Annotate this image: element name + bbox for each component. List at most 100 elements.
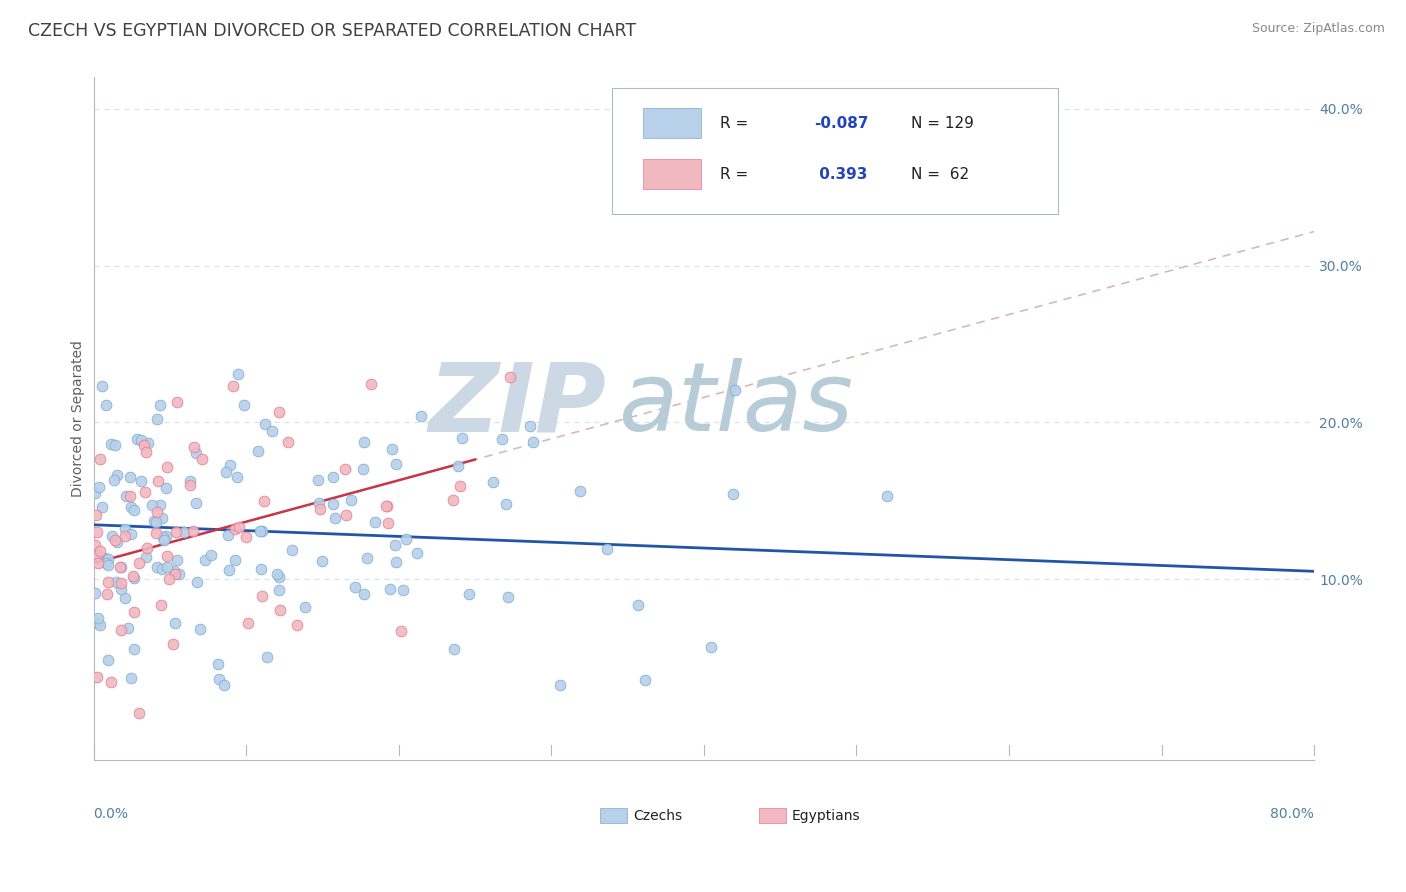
Point: [269, 570, 291, 584]
Point: [135, 445, 157, 459]
Point: [482, 475, 505, 489]
Point: [495, 497, 517, 511]
Point: [352, 462, 374, 476]
Point: [253, 494, 276, 508]
Point: [498, 370, 520, 384]
Point: [117, 621, 139, 635]
Point: [163, 564, 186, 578]
Text: Source: ZipAtlas.com: Source: ZipAtlas.com: [1251, 22, 1385, 36]
Point: [135, 550, 157, 565]
Point: [252, 589, 274, 603]
Point: [183, 440, 205, 454]
Text: Czechs: Czechs: [633, 808, 682, 822]
Point: [120, 527, 142, 541]
Point: [333, 461, 356, 475]
Point: [344, 580, 367, 594]
Point: [169, 567, 191, 582]
Point: [173, 524, 195, 539]
Point: [146, 412, 169, 426]
Point: [110, 576, 132, 591]
Point: [322, 470, 344, 484]
Point: [238, 615, 260, 630]
Point: [377, 516, 399, 531]
Point: [218, 563, 240, 577]
Point: [128, 556, 150, 570]
Point: [156, 549, 179, 563]
Point: [262, 424, 284, 438]
Point: [188, 622, 211, 636]
Point: [135, 541, 157, 556]
Point: [224, 553, 246, 567]
Point: [519, 418, 541, 433]
Point: [409, 409, 432, 424]
Point: [101, 529, 124, 543]
Point: [149, 398, 172, 412]
Point: [155, 481, 177, 495]
Point: [97, 558, 120, 572]
Point: [114, 489, 136, 503]
Point: [86, 525, 108, 540]
Bar: [643, 160, 702, 189]
Text: R =: R =: [720, 167, 752, 182]
Point: [145, 525, 167, 540]
Point: [212, 678, 235, 692]
Point: [385, 457, 408, 471]
Point: [496, 590, 519, 604]
Point: [377, 500, 399, 514]
Point: [156, 459, 179, 474]
Point: [225, 470, 247, 484]
Point: [721, 486, 744, 500]
Point: [105, 467, 128, 482]
Point: [122, 605, 145, 619]
Bar: [600, 808, 627, 823]
Point: [281, 543, 304, 558]
Point: [218, 458, 240, 472]
Point: [876, 490, 898, 504]
Point: [86, 548, 108, 562]
Point: [246, 443, 269, 458]
Point: [97, 575, 120, 590]
Text: atlas: atlas: [619, 359, 853, 451]
Point: [627, 599, 650, 613]
Point: [89, 618, 111, 632]
Point: [634, 673, 657, 687]
Bar: [643, 108, 702, 138]
Point: [207, 657, 229, 672]
Point: [200, 548, 222, 562]
Point: [224, 522, 246, 536]
Point: [86, 616, 108, 631]
Point: [104, 533, 127, 548]
Point: [380, 582, 402, 596]
Point: [307, 474, 329, 488]
Point: [149, 498, 172, 512]
Point: [166, 395, 188, 409]
Point: [87, 611, 110, 625]
Point: [550, 677, 572, 691]
Point: [138, 435, 160, 450]
Point: [122, 502, 145, 516]
Point: [405, 546, 427, 560]
Point: [86, 670, 108, 684]
Point: [235, 531, 257, 545]
Point: [91, 378, 114, 392]
Point: [449, 479, 471, 493]
Point: [114, 522, 136, 536]
Point: [89, 451, 111, 466]
Point: [356, 551, 378, 566]
Point: [322, 497, 344, 511]
Point: [179, 478, 201, 492]
Point: [120, 470, 142, 484]
Point: [87, 556, 110, 570]
Point: [233, 398, 256, 412]
Text: -0.087: -0.087: [814, 116, 869, 130]
Point: [141, 498, 163, 512]
Point: [163, 567, 186, 582]
Point: [93, 550, 115, 565]
Point: [146, 474, 169, 488]
Point: [374, 499, 396, 513]
Point: [103, 473, 125, 487]
Point: [186, 574, 208, 589]
Point: [110, 560, 132, 574]
Point: [446, 458, 468, 473]
Text: N =  62: N = 62: [911, 167, 970, 182]
